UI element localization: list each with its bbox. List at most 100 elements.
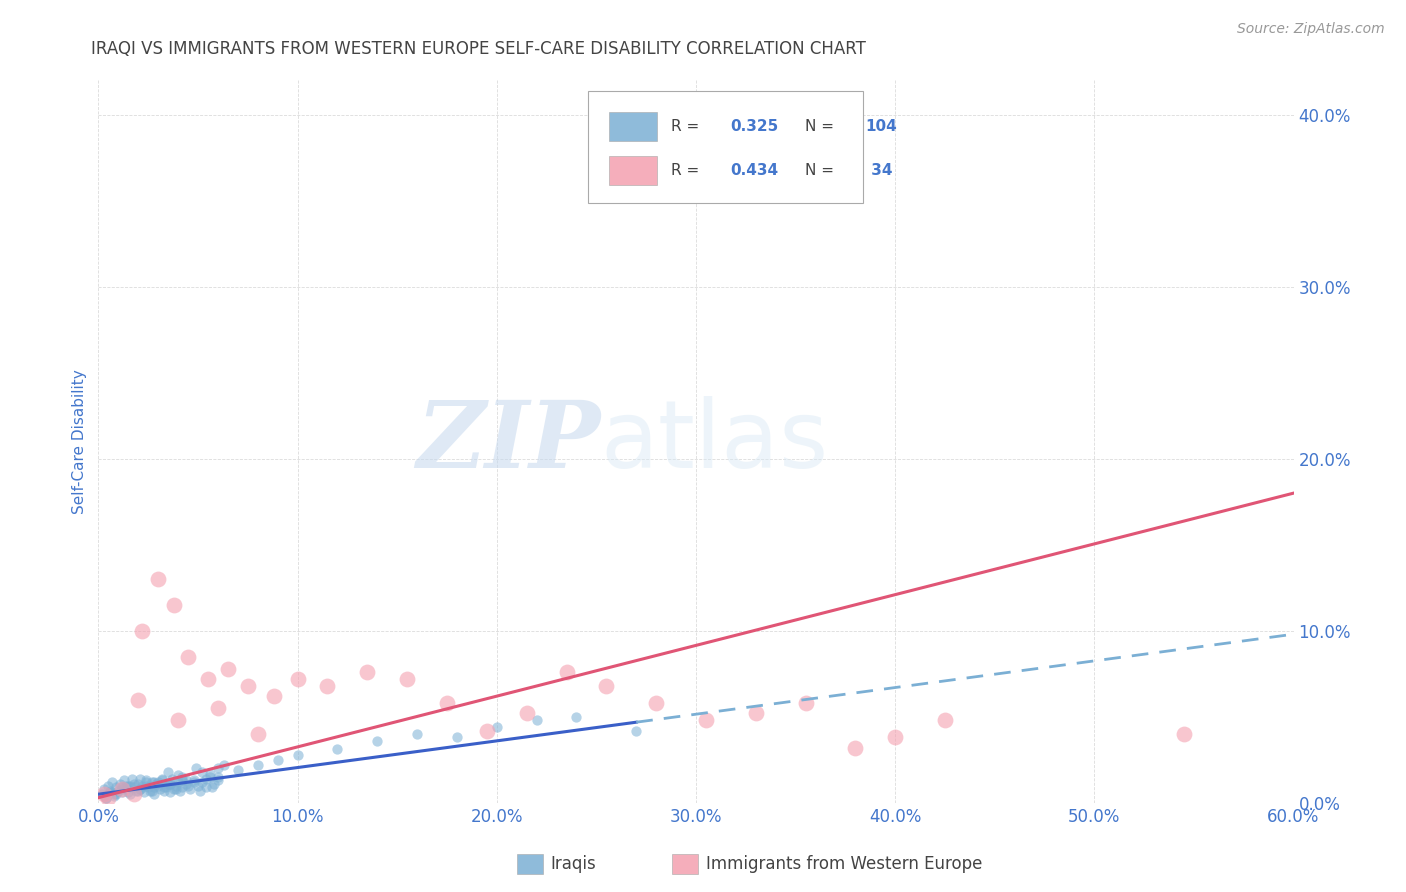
Text: N =: N =: [804, 119, 838, 134]
Point: [169, 784, 191, 798]
Text: atlas: atlas: [600, 395, 828, 488]
Text: 0.325: 0.325: [731, 119, 779, 134]
Point: [97, 790, 120, 805]
Point: [103, 789, 125, 803]
Point: [188, 784, 211, 798]
Point: [103, 787, 125, 801]
Point: [124, 780, 146, 795]
Point: [884, 731, 907, 745]
Point: [105, 780, 128, 795]
Point: [246, 758, 269, 772]
Point: [226, 763, 249, 777]
Point: [212, 758, 235, 772]
Point: [167, 713, 190, 727]
FancyBboxPatch shape: [589, 91, 863, 203]
Point: [110, 777, 132, 791]
Point: [127, 692, 149, 706]
Point: [565, 710, 588, 724]
Point: [97, 779, 120, 793]
Point: [396, 672, 419, 686]
Point: [177, 779, 200, 793]
Point: [202, 777, 225, 791]
Point: [153, 780, 176, 795]
Point: [1173, 727, 1195, 741]
FancyBboxPatch shape: [672, 855, 699, 874]
Point: [195, 780, 218, 795]
Point: [129, 782, 152, 797]
Point: [131, 624, 153, 638]
Point: [446, 731, 468, 745]
Point: [356, 665, 378, 679]
Point: [198, 766, 221, 780]
Point: [98, 784, 122, 798]
Point: [246, 727, 269, 741]
Point: [143, 787, 166, 801]
Point: [111, 780, 134, 795]
Point: [105, 787, 128, 801]
Point: [645, 696, 668, 710]
Point: [93, 789, 115, 803]
Point: [436, 696, 458, 710]
Point: [183, 773, 205, 788]
Point: [263, 689, 285, 703]
FancyBboxPatch shape: [517, 855, 543, 874]
Point: [187, 779, 209, 793]
Point: [287, 747, 309, 762]
Text: N =: N =: [804, 162, 838, 178]
Point: [179, 782, 201, 797]
Point: [326, 742, 349, 756]
Point: [131, 779, 153, 793]
Point: [127, 784, 149, 798]
Point: [174, 777, 197, 791]
Text: ZIP: ZIP: [416, 397, 600, 486]
Point: [195, 772, 218, 786]
Point: [475, 723, 498, 738]
Point: [150, 773, 173, 788]
Point: [172, 770, 194, 784]
Point: [101, 785, 124, 799]
Text: Immigrants from Western Europe: Immigrants from Western Europe: [706, 855, 981, 873]
Point: [159, 785, 181, 799]
Point: [844, 185, 866, 199]
Point: [134, 785, 156, 799]
Point: [207, 701, 229, 715]
Text: 0.434: 0.434: [731, 162, 779, 178]
Point: [191, 775, 214, 789]
Point: [165, 779, 187, 793]
Point: [177, 649, 200, 664]
Point: [745, 706, 768, 721]
Point: [406, 727, 429, 741]
Point: [526, 713, 548, 727]
Point: [135, 775, 157, 789]
Point: [127, 777, 149, 791]
Point: [366, 734, 388, 748]
Point: [135, 773, 157, 788]
Point: [120, 779, 142, 793]
Text: Source: ZipAtlas.com: Source: ZipAtlas.com: [1237, 22, 1385, 37]
Point: [934, 713, 956, 727]
Point: [167, 775, 190, 789]
Point: [172, 773, 194, 788]
Point: [163, 598, 186, 612]
Point: [844, 740, 866, 755]
Point: [136, 780, 159, 795]
Point: [129, 772, 152, 786]
Point: [485, 720, 508, 734]
Point: [172, 780, 194, 795]
Point: [141, 784, 163, 798]
Point: [117, 785, 139, 799]
FancyBboxPatch shape: [609, 112, 657, 141]
Point: [93, 782, 115, 797]
Point: [287, 672, 309, 686]
Y-axis label: Self-Care Disability: Self-Care Disability: [72, 369, 87, 514]
Point: [160, 772, 183, 786]
Point: [155, 780, 177, 795]
Point: [107, 784, 129, 798]
Point: [120, 787, 142, 801]
Point: [148, 775, 170, 789]
Point: [207, 770, 229, 784]
Text: Iraqis: Iraqis: [550, 855, 596, 873]
Point: [695, 713, 717, 727]
Point: [115, 782, 138, 797]
Point: [794, 696, 817, 710]
